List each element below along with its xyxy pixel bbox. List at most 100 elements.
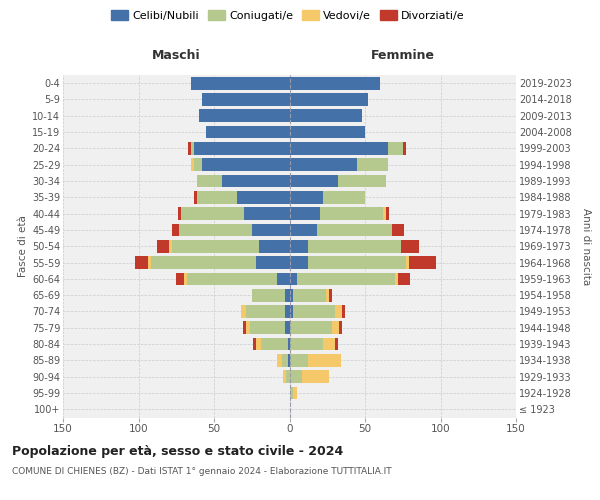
Bar bbox=[293, 289, 326, 302]
Bar bbox=[409, 256, 436, 269]
Bar bbox=[179, 224, 252, 236]
Bar bbox=[290, 272, 297, 285]
Bar bbox=[285, 289, 290, 302]
Bar bbox=[401, 240, 419, 252]
Bar bbox=[290, 386, 293, 400]
Bar bbox=[187, 272, 277, 285]
Bar bbox=[386, 208, 389, 220]
Bar bbox=[290, 322, 332, 334]
Bar bbox=[326, 289, 329, 302]
Bar bbox=[250, 322, 285, 334]
Bar bbox=[293, 386, 297, 400]
Bar bbox=[288, 354, 290, 367]
Text: COMUNE DI CHIENES (BZ) - Dati ISTAT 1° gennaio 2024 - Elaborazione TUTTITALIA.IT: COMUNE DI CHIENES (BZ) - Dati ISTAT 1° g… bbox=[12, 468, 392, 476]
Bar bbox=[169, 240, 172, 252]
Bar bbox=[282, 354, 288, 367]
Bar bbox=[297, 272, 395, 285]
Bar bbox=[290, 208, 320, 220]
Bar bbox=[246, 305, 285, 318]
Bar bbox=[252, 289, 285, 302]
Bar bbox=[244, 208, 290, 220]
Bar bbox=[290, 338, 323, 350]
Bar bbox=[197, 174, 221, 188]
Bar bbox=[290, 289, 293, 302]
Bar bbox=[392, 224, 404, 236]
Bar bbox=[332, 322, 340, 334]
Bar bbox=[285, 305, 290, 318]
Bar bbox=[290, 174, 338, 188]
Bar bbox=[259, 240, 290, 252]
Bar bbox=[184, 272, 187, 285]
Bar bbox=[253, 338, 256, 350]
Bar bbox=[172, 224, 179, 236]
Bar bbox=[194, 191, 197, 203]
Bar bbox=[308, 354, 341, 367]
Bar bbox=[151, 256, 256, 269]
Bar bbox=[202, 158, 290, 171]
Bar bbox=[323, 338, 335, 350]
Bar bbox=[157, 240, 169, 252]
Bar bbox=[290, 256, 308, 269]
Bar bbox=[261, 338, 288, 350]
Bar bbox=[191, 158, 194, 171]
Bar bbox=[290, 354, 308, 367]
Bar bbox=[136, 256, 148, 269]
Bar bbox=[191, 77, 290, 90]
Bar bbox=[206, 126, 290, 138]
Bar bbox=[286, 370, 290, 383]
Bar bbox=[320, 208, 383, 220]
Bar bbox=[338, 174, 386, 188]
Bar bbox=[288, 338, 290, 350]
Bar bbox=[383, 208, 386, 220]
Bar bbox=[290, 370, 302, 383]
Bar bbox=[277, 272, 290, 285]
Bar bbox=[290, 77, 380, 90]
Bar bbox=[290, 305, 293, 318]
Bar bbox=[398, 272, 410, 285]
Text: Maschi: Maschi bbox=[152, 50, 200, 62]
Bar bbox=[290, 158, 358, 171]
Bar bbox=[340, 322, 343, 334]
Bar bbox=[329, 289, 332, 302]
Bar bbox=[290, 126, 365, 138]
Bar bbox=[285, 322, 290, 334]
Bar bbox=[290, 224, 317, 236]
Bar bbox=[194, 158, 202, 171]
Bar bbox=[246, 322, 250, 334]
Bar bbox=[176, 272, 184, 285]
Bar bbox=[308, 256, 406, 269]
Bar bbox=[290, 93, 368, 106]
Text: Popolazione per età, sesso e stato civile - 2024: Popolazione per età, sesso e stato civil… bbox=[12, 445, 343, 458]
Bar bbox=[406, 256, 409, 269]
Bar bbox=[290, 191, 323, 203]
Bar bbox=[277, 354, 282, 367]
Bar bbox=[388, 142, 403, 155]
Bar bbox=[283, 370, 286, 383]
Bar bbox=[252, 224, 290, 236]
Y-axis label: Anni di nascita: Anni di nascita bbox=[581, 208, 591, 285]
Bar bbox=[241, 305, 246, 318]
Bar bbox=[148, 256, 151, 269]
Bar bbox=[403, 142, 406, 155]
Bar bbox=[242, 322, 246, 334]
Bar bbox=[194, 142, 290, 155]
Bar bbox=[221, 174, 290, 188]
Y-axis label: Fasce di età: Fasce di età bbox=[17, 216, 28, 277]
Bar bbox=[181, 208, 244, 220]
Legend: Celibi/Nubili, Coniugati/e, Vedovi/e, Divorziati/e: Celibi/Nubili, Coniugati/e, Vedovi/e, Di… bbox=[107, 6, 469, 25]
Bar bbox=[172, 240, 259, 252]
Bar bbox=[256, 338, 261, 350]
Bar bbox=[290, 142, 388, 155]
Bar bbox=[323, 191, 365, 203]
Bar bbox=[199, 110, 290, 122]
Bar bbox=[178, 208, 181, 220]
Bar bbox=[256, 256, 290, 269]
Bar bbox=[317, 224, 392, 236]
Bar bbox=[236, 191, 290, 203]
Bar bbox=[290, 110, 362, 122]
Bar bbox=[197, 191, 236, 203]
Bar bbox=[395, 272, 398, 285]
Bar bbox=[302, 370, 329, 383]
Bar bbox=[202, 93, 290, 106]
Bar bbox=[191, 142, 194, 155]
